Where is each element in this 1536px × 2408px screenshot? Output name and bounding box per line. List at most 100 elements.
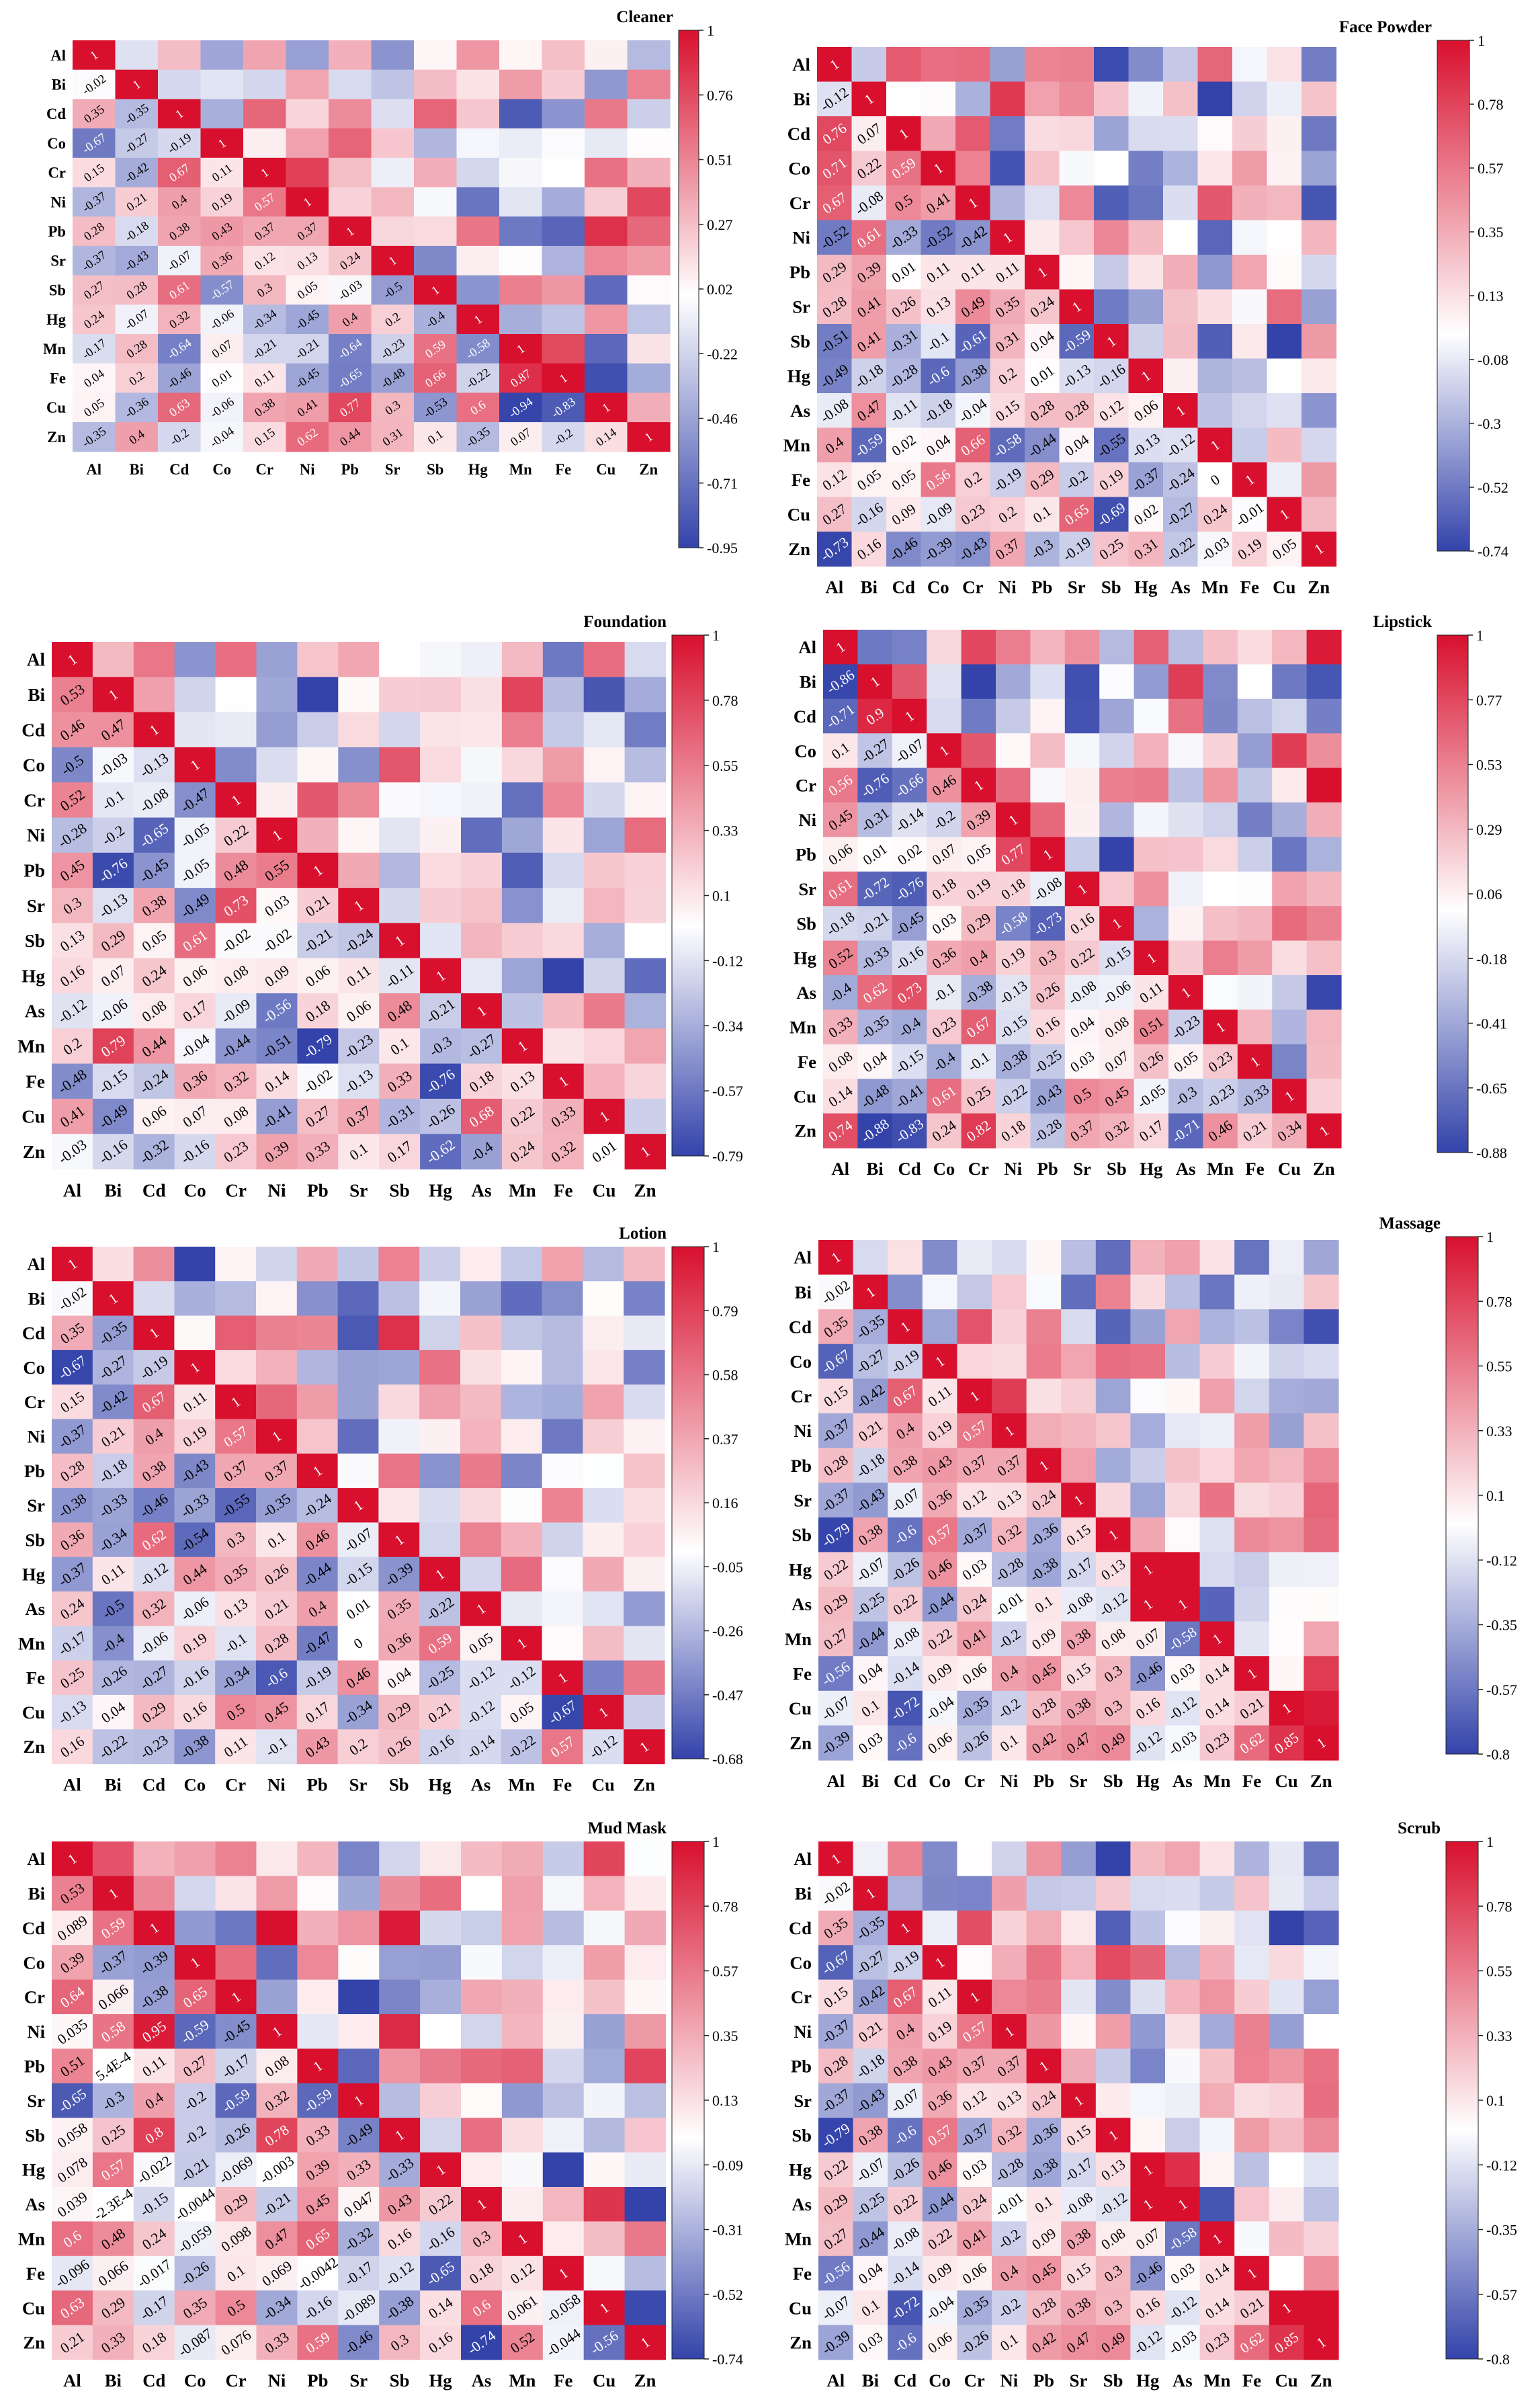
colorbar-tick-label: -0.57 — [1486, 2286, 1517, 2303]
x-axis-label: Cr — [964, 1771, 985, 1791]
heatmap-cell — [1234, 1979, 1270, 2015]
heatmap-cell — [297, 1063, 339, 1099]
heatmap-cell — [1237, 837, 1273, 872]
heatmap-cell — [133, 817, 175, 854]
heatmap-cell — [420, 712, 462, 748]
heatmap-cell — [286, 157, 329, 188]
heatmap-cell — [1061, 2187, 1097, 2222]
heatmap-cell — [1163, 462, 1199, 498]
y-axis-label: Fe — [26, 1668, 45, 1688]
heatmap-cell — [927, 1009, 962, 1045]
heatmap-cell — [115, 245, 159, 276]
heatmap-cell — [542, 2290, 585, 2326]
heatmap-cell — [215, 1876, 257, 1911]
chart-title: Lotion — [619, 1224, 667, 1243]
heatmap-cell — [542, 245, 585, 276]
x-axis-label: Cr — [225, 1180, 247, 1200]
heatmap-cell — [92, 1660, 134, 1696]
heatmap-cell — [379, 712, 421, 748]
heatmap-cell — [1134, 1009, 1169, 1045]
heatmap-cell — [888, 2221, 923, 2257]
heatmap-cell — [1130, 1587, 1166, 1622]
heatmap-cell — [286, 304, 329, 335]
heatmap-cell — [1134, 906, 1169, 942]
heatmap-cell — [256, 1910, 298, 1946]
heatmap-cell — [1269, 1690, 1304, 1726]
heatmap-cell — [888, 2014, 923, 2049]
heatmap-cell — [851, 462, 887, 498]
heatmap-cell — [1272, 1044, 1308, 1079]
heatmap-cell — [583, 1281, 624, 1317]
x-axis-label: Cd — [142, 1180, 166, 1200]
heatmap-cell — [215, 642, 257, 677]
heatmap-cell — [1197, 324, 1233, 360]
colorbar-tick-label: 0.35 — [712, 2028, 738, 2044]
heatmap-cell — [1304, 1240, 1339, 1276]
heatmap-cell — [853, 2118, 888, 2153]
heatmap-cell — [1094, 185, 1129, 221]
heatmap-cell — [1237, 1079, 1273, 1114]
heatmap-cell — [886, 462, 922, 498]
heatmap-cell — [338, 2048, 380, 2084]
heatmap-cell — [420, 2325, 462, 2360]
y-axis-label: Sb — [790, 331, 810, 351]
heatmap-cell — [1099, 1113, 1135, 1149]
chart-title: Mud Mask — [588, 1819, 667, 1837]
heatmap-cell — [174, 1694, 216, 1730]
heatmap-cell — [853, 2048, 888, 2084]
heatmap-cell — [1165, 2014, 1201, 2049]
y-axis-label: Zn — [23, 2333, 45, 2353]
heatmap-cell — [922, 2083, 957, 2118]
x-axis-label: Hg — [429, 1775, 452, 1795]
heatmap-cell — [1267, 255, 1302, 290]
heatmap-cell — [1026, 2221, 1062, 2257]
colorbar-tick-label: 0.78 — [1486, 1898, 1512, 1915]
heatmap-cell — [627, 128, 671, 159]
heatmap-cell — [624, 1063, 667, 1099]
heatmap-cell — [1267, 427, 1302, 463]
heatmap-cell — [378, 1729, 420, 1765]
heatmap-cell — [961, 940, 996, 976]
heatmap-cell — [461, 2014, 503, 2049]
heatmap-cell — [823, 1113, 858, 1149]
heatmap-cell — [414, 245, 458, 276]
heatmap-cell — [256, 888, 298, 923]
heatmap-cell — [174, 1350, 216, 1385]
heatmap-cell — [92, 1028, 134, 1065]
heatmap-cell — [1025, 497, 1060, 532]
heatmap-cell — [1272, 630, 1308, 665]
heatmap-cell — [1030, 975, 1066, 1010]
x-axis-label: Cu — [1278, 1159, 1301, 1179]
heatmap-cell — [818, 2152, 854, 2188]
y-axis-label: Hg — [22, 1565, 46, 1585]
x-axis-label: Bi — [105, 1775, 122, 1795]
heatmap-cell — [1304, 1483, 1339, 1518]
heatmap-cell — [853, 2187, 888, 2222]
heatmap-cell — [297, 1134, 339, 1170]
heatmap-cell — [1199, 1587, 1235, 1622]
heatmap-cell — [627, 363, 671, 393]
heatmap-cell — [1267, 497, 1302, 532]
heatmap-cell — [378, 1626, 420, 1661]
heatmap-cell — [992, 1517, 1027, 1552]
heatmap-cell — [542, 2048, 585, 2084]
y-axis-label: Pb — [790, 262, 810, 282]
heatmap-cell — [955, 532, 991, 567]
heatmap-cell — [1095, 2290, 1131, 2326]
heatmap-cell — [92, 1384, 134, 1420]
heatmap-cell — [501, 2014, 544, 2049]
heatmap-cell — [990, 358, 1025, 394]
heatmap-cell — [927, 1079, 962, 1114]
heatmap-cell — [1030, 698, 1066, 734]
y-axis-label: Ni — [27, 1426, 45, 1446]
heatmap-cell — [1130, 1448, 1166, 1483]
heatmap-cell — [501, 1063, 544, 1099]
heatmap-cell — [256, 817, 298, 854]
heatmap-cell — [256, 1522, 298, 1558]
heatmap-cell — [1163, 358, 1199, 394]
heatmap-cell — [133, 1247, 175, 1282]
heatmap-cell — [992, 1483, 1027, 1518]
heatmap-cell — [1306, 871, 1342, 907]
heatmap-cell — [174, 1098, 216, 1134]
heatmap-cell — [886, 47, 922, 83]
